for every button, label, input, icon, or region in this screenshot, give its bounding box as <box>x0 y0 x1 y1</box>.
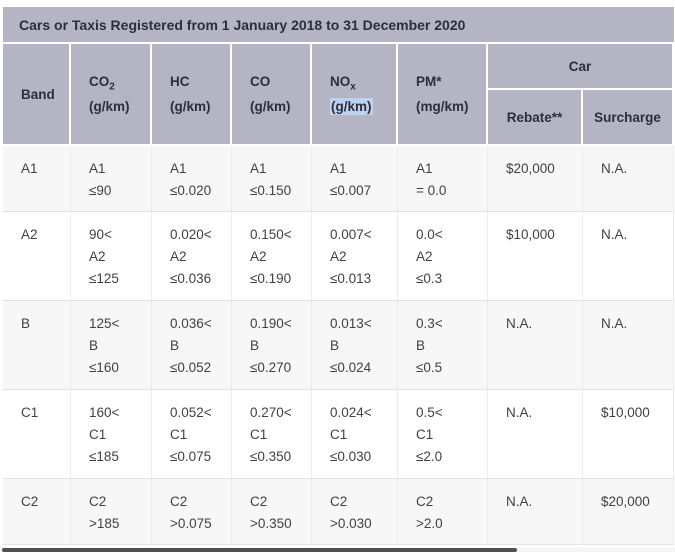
band-cell: A1 <box>3 146 71 212</box>
co-label: CO <box>250 74 271 89</box>
nox-label: NOx <box>330 74 356 93</box>
hc-cell: 0.052< C1 ≤0.075 <box>152 390 232 479</box>
column-header-surcharge: Surcharge <box>583 90 675 146</box>
co-cell: 0.270< C1 ≤0.350 <box>232 390 312 479</box>
surcharge-cell: N.A. <box>583 212 675 301</box>
table-title: Cars or Taxis Registered from 1 January … <box>3 7 675 44</box>
surcharge-cell: N.A. <box>583 146 675 212</box>
column-header-co: CO (g/km) <box>232 44 312 146</box>
co-cell: 0.190< B ≤0.270 <box>232 301 312 390</box>
table-row-a2: A2 90< A2 ≤125 0.020< A2 ≤0.036 0.150< A… <box>3 212 675 301</box>
table-row-c2: C2 C2 >185 C2 >0.075 C2 >0.350 C2 >0.030… <box>3 479 675 545</box>
co2-label: CO2 <box>89 74 115 93</box>
column-header-band: Band <box>3 44 71 146</box>
pm-cell: A1 = 0.0 <box>398 146 488 212</box>
co-cell: 0.150< A2 ≤0.190 <box>232 212 312 301</box>
nox-cell: 0.013< B ≤0.024 <box>312 301 398 390</box>
hc-label: HC <box>170 74 190 89</box>
nox-unit-highlighted: (g/km) <box>330 98 373 115</box>
column-group-header-car: Car <box>488 44 675 90</box>
rebate-cell: N.A. <box>488 479 583 545</box>
hc-cell: 0.020< A2 ≤0.036 <box>152 212 232 301</box>
nox-cell: 0.007< A2 ≤0.013 <box>312 212 398 301</box>
nox-cell: C2 >0.030 <box>312 479 398 545</box>
pm-cell: C2 >2.0 <box>398 479 488 545</box>
column-header-hc: HC (g/km) <box>152 44 232 146</box>
surcharge-cell: N.A. <box>583 301 675 390</box>
pm-unit: (mg/km) <box>416 99 469 114</box>
co-unit: (g/km) <box>250 99 291 114</box>
rebate-cell: $20,000 <box>488 146 583 212</box>
horizontal-scrollbar-track[interactable] <box>0 548 675 552</box>
co2-cell: 160< C1 ≤185 <box>71 390 152 479</box>
band-cell: B <box>3 301 71 390</box>
table-row-b: B 125< B ≤160 0.036< B ≤0.052 0.190< B ≤… <box>3 301 675 390</box>
rebate-cell: N.A. <box>488 390 583 479</box>
pm-cell: 0.3< B ≤0.5 <box>398 301 488 390</box>
hc-cell: 0.036< B ≤0.052 <box>152 301 232 390</box>
horizontal-scrollbar-thumb[interactable] <box>2 548 517 552</box>
surcharge-cell: $20,000 <box>583 479 675 545</box>
co2-cell: 90< A2 ≤125 <box>71 212 152 301</box>
pm-cell: 0.5< C1 ≤2.0 <box>398 390 488 479</box>
co2-cell: A1 ≤90 <box>71 146 152 212</box>
rebate-cell: $10,000 <box>488 212 583 301</box>
band-cell: C2 <box>3 479 71 545</box>
table-row-a1: A1 A1 ≤90 A1 ≤0.020 A1 ≤0.150 A1 ≤0.007 … <box>3 146 675 212</box>
band-cell: A2 <box>3 212 71 301</box>
column-header-rebate: Rebate** <box>488 90 583 146</box>
column-header-nox: NOx (g/km) <box>312 44 398 146</box>
nox-cell: 0.024< C1 ≤0.030 <box>312 390 398 479</box>
rebate-cell: N.A. <box>488 301 583 390</box>
co-cell: C2 >0.350 <box>232 479 312 545</box>
nox-cell: A1 ≤0.007 <box>312 146 398 212</box>
column-header-pm: PM* (mg/km) <box>398 44 488 146</box>
hc-cell: A1 ≤0.020 <box>152 146 232 212</box>
pm-cell: 0.0< A2 ≤0.3 <box>398 212 488 301</box>
surcharge-cell: $10,000 <box>583 390 675 479</box>
hc-unit: (g/km) <box>170 99 211 114</box>
co2-cell: 125< B ≤160 <box>71 301 152 390</box>
emissions-table: Cars or Taxis Registered from 1 January … <box>3 7 675 545</box>
emissions-table-container: Cars or Taxis Registered from 1 January … <box>3 7 675 545</box>
column-header-co2: CO2 (g/km) <box>71 44 152 146</box>
co2-unit: (g/km) <box>89 99 130 114</box>
table-row-c1: C1 160< C1 ≤185 0.052< C1 ≤0.075 0.270< … <box>3 390 675 479</box>
co-cell: A1 ≤0.150 <box>232 146 312 212</box>
band-cell: C1 <box>3 390 71 479</box>
co2-cell: C2 >185 <box>71 479 152 545</box>
pm-label: PM* <box>416 74 442 89</box>
hc-cell: C2 >0.075 <box>152 479 232 545</box>
